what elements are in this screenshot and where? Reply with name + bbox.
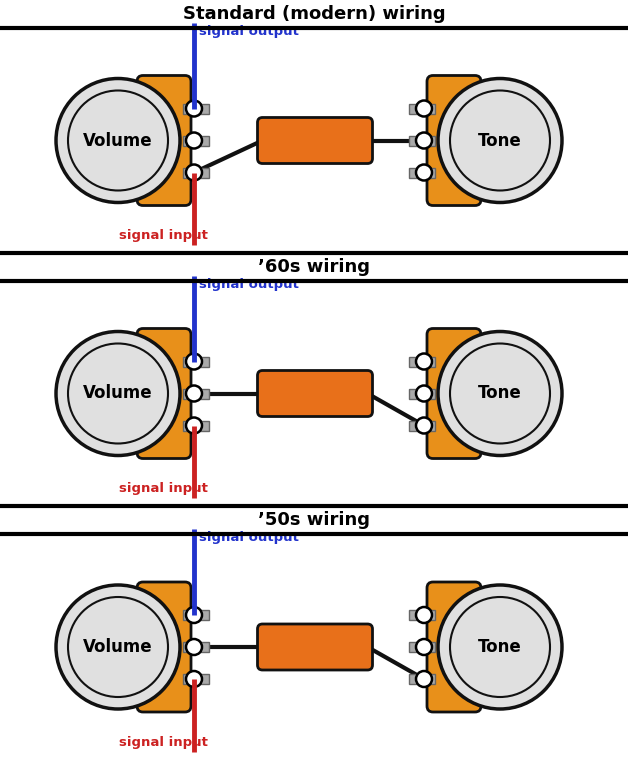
- Bar: [409, 135, 435, 145]
- Text: Standard (modern) wiring: Standard (modern) wiring: [183, 5, 445, 23]
- Bar: [183, 103, 209, 113]
- Circle shape: [186, 671, 202, 687]
- Circle shape: [186, 164, 202, 181]
- Circle shape: [438, 78, 562, 202]
- FancyBboxPatch shape: [137, 582, 191, 712]
- Text: Volume: Volume: [83, 131, 153, 150]
- Text: Tone: Tone: [478, 131, 522, 150]
- Circle shape: [186, 100, 202, 116]
- Circle shape: [416, 417, 432, 433]
- Text: ’60s wiring: ’60s wiring: [258, 258, 370, 276]
- FancyBboxPatch shape: [137, 75, 191, 205]
- FancyBboxPatch shape: [427, 582, 481, 712]
- Text: signal input: signal input: [119, 482, 208, 495]
- Text: Volume: Volume: [83, 385, 153, 403]
- Circle shape: [68, 344, 168, 444]
- Bar: [183, 356, 209, 366]
- Bar: [183, 135, 209, 145]
- Circle shape: [416, 671, 432, 687]
- Circle shape: [416, 639, 432, 655]
- Bar: [183, 388, 209, 398]
- Bar: [183, 167, 209, 178]
- Text: signal input: signal input: [119, 229, 208, 242]
- Circle shape: [416, 132, 432, 148]
- Text: signal output: signal output: [199, 25, 299, 38]
- Bar: [183, 420, 209, 430]
- Bar: [409, 420, 435, 430]
- Circle shape: [186, 353, 202, 369]
- Bar: [409, 610, 435, 620]
- FancyBboxPatch shape: [257, 118, 372, 163]
- Circle shape: [186, 385, 202, 401]
- Bar: [409, 388, 435, 398]
- Text: Tone: Tone: [478, 385, 522, 403]
- Circle shape: [68, 90, 168, 191]
- Circle shape: [416, 385, 432, 401]
- Circle shape: [186, 639, 202, 655]
- Text: signal input: signal input: [119, 736, 208, 749]
- FancyBboxPatch shape: [427, 75, 481, 205]
- Circle shape: [186, 417, 202, 433]
- Circle shape: [68, 597, 168, 697]
- Text: Volume: Volume: [83, 638, 153, 656]
- Bar: [183, 674, 209, 684]
- Bar: [409, 167, 435, 178]
- Bar: [409, 674, 435, 684]
- Circle shape: [450, 90, 550, 191]
- Circle shape: [186, 132, 202, 148]
- Text: signal output: signal output: [199, 278, 299, 291]
- Bar: [183, 642, 209, 652]
- FancyBboxPatch shape: [257, 624, 372, 670]
- Bar: [409, 103, 435, 113]
- Circle shape: [186, 607, 202, 623]
- Circle shape: [438, 331, 562, 455]
- Bar: [409, 642, 435, 652]
- Circle shape: [416, 164, 432, 181]
- Text: Tone: Tone: [478, 638, 522, 656]
- Text: signal output: signal output: [199, 531, 299, 544]
- FancyBboxPatch shape: [137, 328, 191, 458]
- Circle shape: [416, 100, 432, 116]
- Circle shape: [416, 607, 432, 623]
- Circle shape: [450, 597, 550, 697]
- Circle shape: [56, 331, 180, 455]
- Bar: [409, 356, 435, 366]
- Circle shape: [416, 353, 432, 369]
- FancyBboxPatch shape: [427, 328, 481, 458]
- Circle shape: [450, 344, 550, 444]
- Circle shape: [56, 585, 180, 709]
- Circle shape: [438, 585, 562, 709]
- Circle shape: [56, 78, 180, 202]
- Text: ’50s wiring: ’50s wiring: [258, 511, 370, 529]
- FancyBboxPatch shape: [257, 371, 372, 416]
- Bar: [183, 610, 209, 620]
